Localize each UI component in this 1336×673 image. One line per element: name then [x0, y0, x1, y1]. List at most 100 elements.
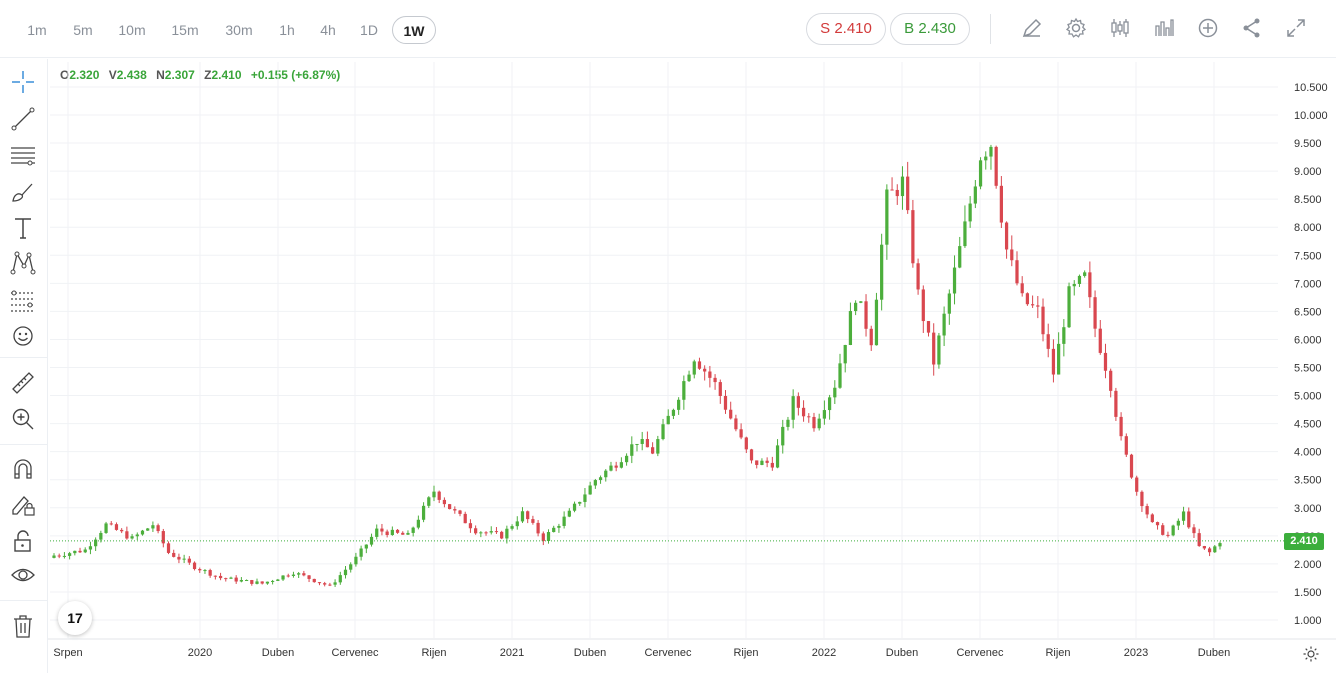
y-tick-label: 7.500: [1294, 250, 1322, 262]
candle-body: [432, 491, 436, 498]
candle-body: [572, 503, 577, 511]
plus-circle-icon[interactable]: [1196, 16, 1220, 40]
candle-body: [172, 552, 176, 557]
pattern-icon[interactable]: [10, 250, 36, 276]
candle-body: [869, 328, 873, 346]
gear-icon[interactable]: [1064, 16, 1088, 40]
candle: [729, 401, 733, 420]
candle: [375, 524, 379, 540]
buy-button[interactable]: B 2.430: [890, 13, 970, 45]
x-tick-label: Duben: [886, 647, 918, 659]
timeframe-1w[interactable]: 1W: [392, 16, 436, 44]
candle: [1114, 387, 1118, 421]
candle-body: [1124, 436, 1128, 455]
candle: [692, 359, 696, 379]
candle-body: [557, 525, 561, 528]
candle-body: [526, 511, 530, 520]
candle-body: [801, 407, 806, 417]
candle: [1129, 453, 1134, 479]
candle: [1187, 507, 1191, 529]
x-tick-label: Rijen: [1045, 647, 1070, 659]
candle-body: [343, 569, 348, 576]
candle-body: [1218, 543, 1222, 547]
lock-draw-icon[interactable]: [10, 492, 36, 518]
candle-body: [1119, 416, 1123, 437]
axis-settings-icon[interactable]: [1302, 645, 1320, 663]
candle-body: [958, 246, 962, 268]
candle-body: [62, 555, 67, 557]
brush-icon[interactable]: [10, 179, 36, 205]
fib-icon[interactable]: [10, 287, 36, 313]
candles-icon[interactable]: [1108, 16, 1132, 40]
text-icon[interactable]: [10, 215, 36, 241]
candle-body: [604, 470, 608, 478]
top-toolbar: 1m 5m 10m 15m 30m 1h 4h 1D 1W S 2.410 B 2.430: [0, 0, 1336, 58]
candle-body: [895, 189, 899, 197]
candle: [474, 525, 478, 535]
candle: [484, 531, 488, 536]
tradingview-logo[interactable]: 17: [58, 601, 92, 635]
candle: [1062, 319, 1066, 357]
candle-body: [161, 531, 165, 544]
bar-chart-icon[interactable]: [1152, 16, 1176, 40]
timeframe-5m[interactable]: 5m: [73, 22, 93, 38]
candle: [421, 502, 426, 523]
crosshair-icon[interactable]: [10, 69, 36, 95]
candle: [395, 529, 400, 534]
candle-body: [229, 577, 233, 579]
candle-body: [1010, 249, 1014, 261]
candle: [333, 579, 337, 587]
timeframe-4h[interactable]: 4h: [320, 22, 336, 38]
timeframe-1m[interactable]: 1m: [27, 22, 47, 38]
sell-button[interactable]: S 2.410: [806, 13, 886, 45]
candle: [807, 413, 811, 423]
candle: [73, 550, 77, 556]
candle: [99, 530, 103, 543]
candle-body: [156, 525, 160, 532]
candle: [146, 527, 150, 531]
candle: [244, 579, 249, 582]
eye-icon[interactable]: [10, 562, 36, 588]
candle-body: [786, 419, 790, 427]
zoom-icon[interactable]: [10, 406, 36, 432]
candle-body: [692, 361, 696, 375]
expand-icon[interactable]: [1284, 16, 1308, 40]
candle-body: [968, 203, 972, 222]
timeframe-15m[interactable]: 15m: [171, 22, 199, 38]
ruler-icon[interactable]: [10, 370, 36, 396]
candle: [458, 509, 462, 517]
candle-body: [739, 429, 743, 438]
timeframe-1d[interactable]: 1D: [360, 22, 378, 38]
timeframe-10m[interactable]: 10m: [118, 22, 146, 38]
candle: [1067, 282, 1071, 328]
candle: [250, 579, 254, 586]
timeframe-30m[interactable]: 30m: [225, 22, 253, 38]
candle: [166, 541, 171, 555]
candle: [755, 460, 759, 469]
candle-body: [1213, 546, 1217, 553]
trend-line-icon[interactable]: [10, 106, 36, 132]
candle-body: [838, 363, 842, 388]
share-icon[interactable]: [1240, 16, 1264, 40]
candle-body: [598, 477, 603, 481]
lock-icon[interactable]: [10, 528, 36, 554]
candle-body: [479, 532, 483, 534]
horizontal-lines-icon[interactable]: [10, 143, 36, 169]
candle-body: [1015, 260, 1019, 284]
emoji-icon[interactable]: [10, 323, 36, 349]
candle: [1213, 545, 1217, 553]
candle: [1109, 368, 1113, 398]
pencil-icon[interactable]: [1020, 16, 1044, 40]
magnet-icon[interactable]: [10, 456, 36, 482]
x-tick-label: Cervenec: [956, 647, 1004, 659]
timeframe-1h[interactable]: 1h: [279, 22, 295, 38]
trash-icon[interactable]: [10, 613, 36, 639]
candle: [1202, 545, 1206, 550]
candle-body: [1041, 306, 1045, 335]
candle-body: [677, 399, 681, 410]
candle-body: [359, 548, 363, 557]
open-label: O: [60, 68, 70, 82]
x-tick-label: 2023: [1124, 647, 1148, 659]
candle: [1181, 506, 1186, 525]
